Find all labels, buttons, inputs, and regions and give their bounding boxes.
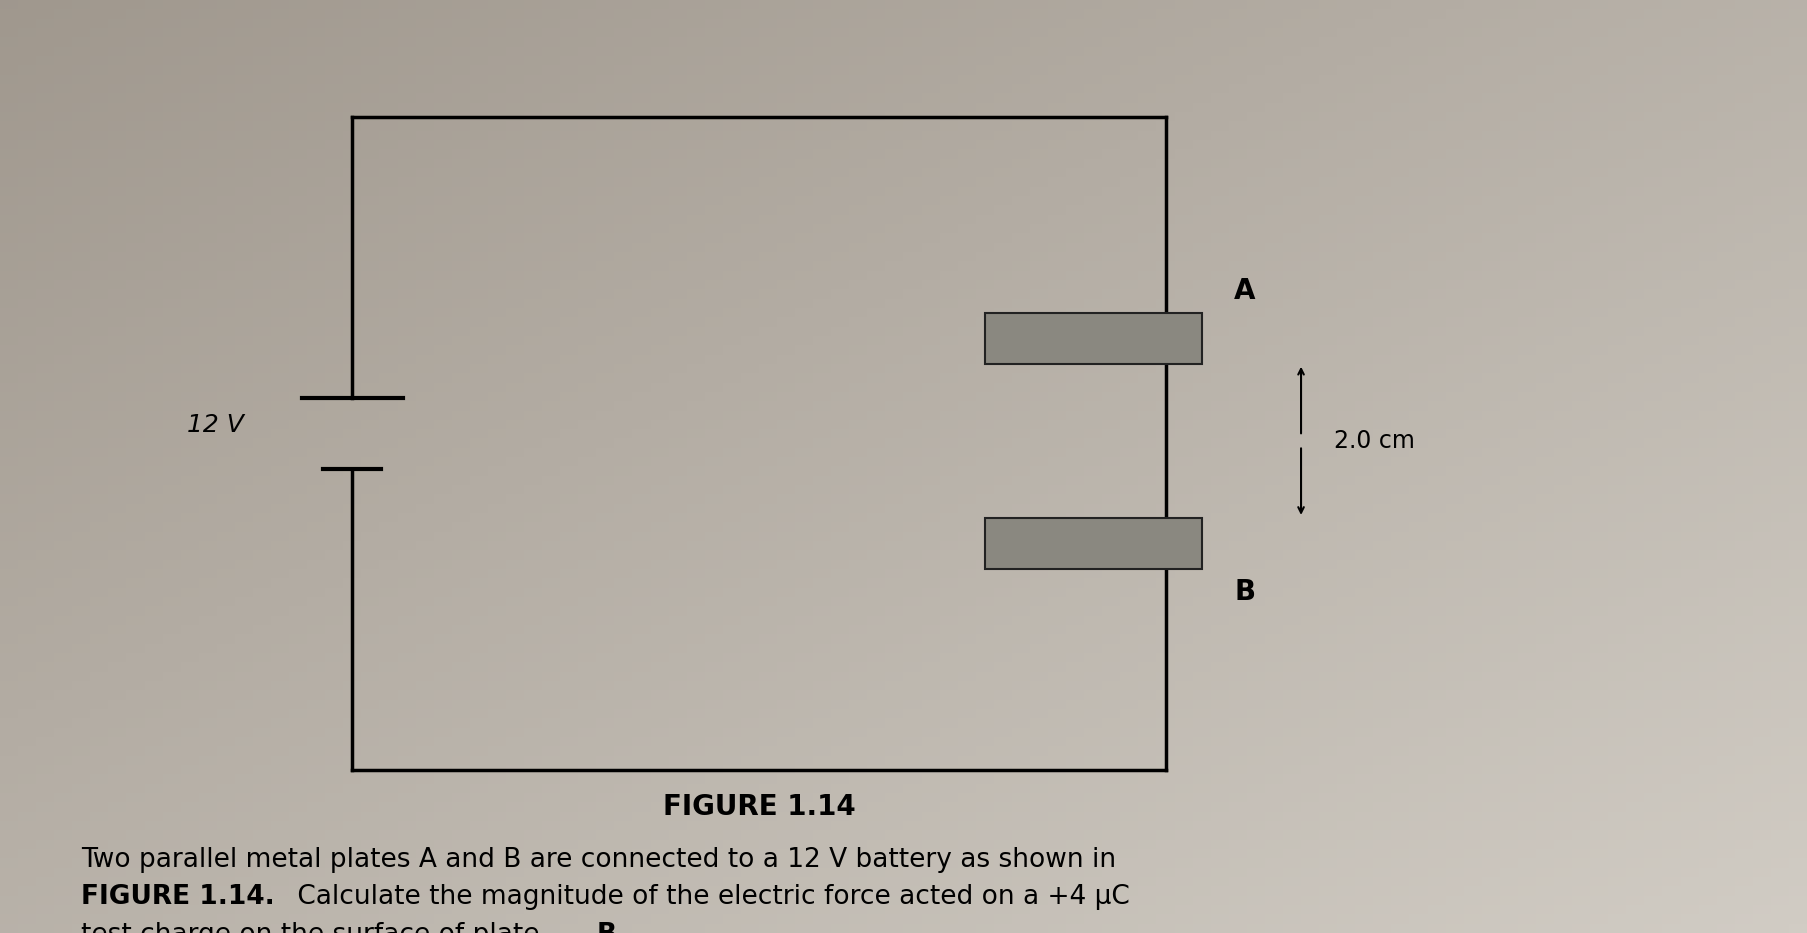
Text: test charge on the surface of plate: test charge on the surface of plate [81,922,548,933]
Bar [985,313,1202,364]
Text: B.: B. [596,922,627,933]
Text: Two parallel metal plates A and B are connected to a 12 V battery as shown in: Two parallel metal plates A and B are co… [81,847,1117,873]
Text: 2.0 cm: 2.0 cm [1334,429,1415,453]
Text: Calculate the magnitude of the electric force acted on a +4 μC: Calculate the magnitude of the electric … [289,884,1129,911]
Text: FIGURE 1.14.: FIGURE 1.14. [81,884,275,911]
Text: B: B [1234,578,1256,606]
Text: FIGURE 1.14: FIGURE 1.14 [663,793,855,821]
Text: A: A [1234,277,1256,305]
Text: 12 V: 12 V [188,412,244,437]
Bar [985,518,1202,569]
